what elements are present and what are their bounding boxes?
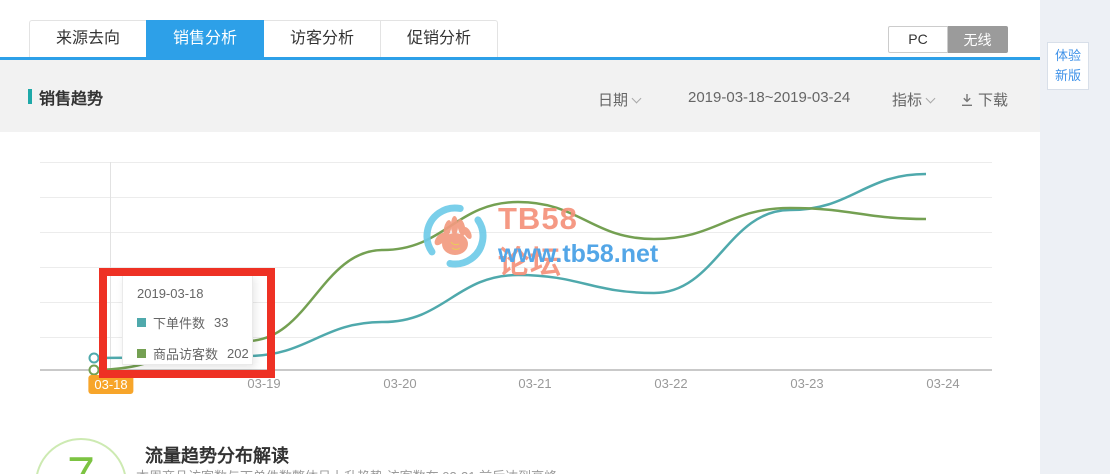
analysis-tabs: 来源去向 销售分析 访客分析 促销分析: [29, 20, 499, 58]
device-toggle: PC 无线: [888, 26, 1008, 53]
section-title: 销售趋势: [39, 91, 104, 108]
insight-number: 7: [37, 446, 125, 474]
x-axis-label: 03-20: [383, 376, 417, 391]
chevron-down-icon: [925, 93, 936, 104]
tab-source-destination[interactable]: 来源去向: [30, 21, 148, 57]
chevron-down-icon: [631, 93, 642, 104]
date-dropdown[interactable]: 日期: [598, 89, 642, 110]
metric-dropdown-label: 指标: [892, 92, 923, 109]
gridline: [40, 197, 992, 198]
download-label: 下载: [978, 92, 1009, 109]
tab-sales-analysis[interactable]: 销售分析: [146, 20, 265, 58]
tab-visitor-analysis[interactable]: 访客分析: [264, 21, 382, 57]
insight-number-badge: 7: [35, 438, 127, 474]
x-axis-label: 03-24: [926, 376, 960, 391]
red-highlight-rectangle: [99, 268, 275, 378]
try-new-version-button[interactable]: 体验新版: [1047, 42, 1089, 91]
wireless-toggle-button[interactable]: 无线: [948, 26, 1008, 53]
pc-toggle-button[interactable]: PC: [888, 26, 948, 53]
tabs-underline: [0, 57, 1040, 60]
x-axis-label: 03-22: [654, 376, 688, 391]
tb58-logo-icon: [423, 204, 487, 268]
tab-promotion-analysis[interactable]: 促销分析: [407, 30, 472, 47]
x-axis-label: 03-23: [790, 376, 824, 391]
x-axis-label: 03-19: [247, 376, 281, 391]
metric-dropdown[interactable]: 指标: [892, 89, 936, 110]
watermark-url: www.tb58.net: [498, 240, 659, 268]
data-point-marker: [88, 352, 100, 364]
download-icon: [962, 93, 972, 106]
x-axis-label: 03-21: [518, 376, 552, 391]
gridline: [40, 162, 992, 163]
title-accent-bar: [28, 89, 32, 104]
download-button[interactable]: 下载: [960, 89, 1008, 110]
gridline: [40, 232, 992, 233]
watermark-title: TB58论坛: [498, 201, 578, 280]
date-range-value[interactable]: 2019-03-18~2019-03-24: [688, 89, 851, 106]
section-header-band: 销售趋势 日期 2019-03-18~2019-03-24 指标 下载: [0, 60, 1040, 132]
x-axis-label-highlighted: 03-18: [88, 375, 134, 394]
date-dropdown-label: 日期: [598, 92, 629, 109]
insight-title: 流量趋势分布解读: [145, 446, 289, 466]
insight-body-clipped: 本周商品访客数与下单件数整体呈上升趋势,访客数在 03-21 前后达到高峰: [136, 466, 956, 474]
